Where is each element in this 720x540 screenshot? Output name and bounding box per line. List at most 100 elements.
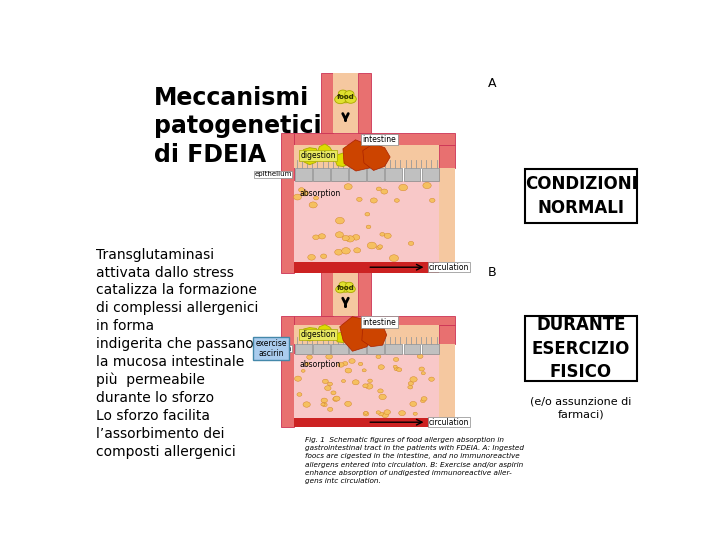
Circle shape <box>297 393 302 396</box>
Polygon shape <box>367 343 384 354</box>
Text: B: B <box>487 266 496 279</box>
Text: digestion: digestion <box>300 330 336 339</box>
Circle shape <box>366 383 373 389</box>
Text: intestine: intestine <box>363 135 397 144</box>
Circle shape <box>346 286 355 293</box>
Text: CONDIZIONI
NORMALI: CONDIZIONI NORMALI <box>525 175 637 217</box>
Polygon shape <box>363 144 390 171</box>
Polygon shape <box>333 73 359 133</box>
Circle shape <box>420 399 426 403</box>
Polygon shape <box>404 343 420 354</box>
Circle shape <box>395 199 400 202</box>
Circle shape <box>321 403 325 406</box>
Circle shape <box>335 95 346 104</box>
Polygon shape <box>294 133 454 145</box>
Circle shape <box>345 401 351 407</box>
Circle shape <box>336 218 344 224</box>
Circle shape <box>365 212 370 216</box>
Circle shape <box>379 394 386 400</box>
Circle shape <box>346 282 354 288</box>
Circle shape <box>399 410 405 416</box>
Text: Fig. 1  Schematic figures of food allergen absorption in
gastrointestinal tract : Fig. 1 Schematic figures of food allerge… <box>305 437 524 484</box>
Polygon shape <box>343 140 378 171</box>
Circle shape <box>318 234 325 239</box>
Circle shape <box>394 367 399 371</box>
Text: epithelium: epithelium <box>254 346 292 352</box>
Polygon shape <box>294 354 439 418</box>
Circle shape <box>331 391 336 395</box>
Circle shape <box>384 233 391 238</box>
Circle shape <box>366 225 371 228</box>
Circle shape <box>336 286 345 293</box>
Polygon shape <box>294 181 439 262</box>
Polygon shape <box>294 326 439 343</box>
Text: DURANTE
ESERCIZIO
FISICO: DURANTE ESERCIZIO FISICO <box>532 316 630 381</box>
Polygon shape <box>318 144 333 159</box>
Circle shape <box>325 354 333 359</box>
Circle shape <box>354 248 361 253</box>
Text: absorption: absorption <box>300 189 341 198</box>
Circle shape <box>345 91 354 98</box>
Circle shape <box>423 183 431 188</box>
Circle shape <box>419 367 424 371</box>
Circle shape <box>381 189 387 194</box>
Circle shape <box>379 412 384 416</box>
Circle shape <box>333 397 338 401</box>
Text: (e/o assunzione di
farmaci): (e/o assunzione di farmaci) <box>531 397 631 419</box>
Circle shape <box>384 410 390 415</box>
Circle shape <box>312 235 319 240</box>
Circle shape <box>393 357 399 361</box>
Circle shape <box>336 232 343 238</box>
Circle shape <box>335 249 343 255</box>
Circle shape <box>338 362 344 367</box>
Circle shape <box>342 235 349 241</box>
Circle shape <box>325 386 331 390</box>
Polygon shape <box>294 343 312 354</box>
Polygon shape <box>349 168 366 181</box>
Polygon shape <box>340 316 374 351</box>
Circle shape <box>382 413 389 417</box>
Circle shape <box>338 90 348 97</box>
Circle shape <box>428 377 434 381</box>
Text: exercise
ascirin: exercise ascirin <box>256 339 287 359</box>
Circle shape <box>364 411 368 414</box>
Circle shape <box>301 369 305 372</box>
Polygon shape <box>385 343 402 354</box>
Text: circulation: circulation <box>429 418 469 427</box>
Circle shape <box>301 191 308 196</box>
Polygon shape <box>294 262 439 273</box>
Polygon shape <box>302 328 318 341</box>
FancyBboxPatch shape <box>526 168 637 223</box>
Circle shape <box>430 198 435 202</box>
Circle shape <box>328 382 333 386</box>
Polygon shape <box>282 133 294 273</box>
Text: food: food <box>337 94 354 100</box>
Text: food: food <box>337 285 354 291</box>
Circle shape <box>352 380 359 385</box>
Polygon shape <box>439 343 454 418</box>
Polygon shape <box>282 316 294 427</box>
Circle shape <box>345 368 351 373</box>
Circle shape <box>370 198 377 203</box>
Text: A: A <box>487 77 496 90</box>
Polygon shape <box>367 168 384 181</box>
Circle shape <box>303 402 310 407</box>
FancyBboxPatch shape <box>526 316 637 381</box>
Polygon shape <box>321 268 333 316</box>
Circle shape <box>376 355 381 359</box>
Polygon shape <box>294 168 312 181</box>
Circle shape <box>408 382 413 386</box>
Text: circulation: circulation <box>429 263 469 272</box>
Polygon shape <box>422 343 438 354</box>
Text: digestion: digestion <box>300 151 336 160</box>
Circle shape <box>393 365 397 368</box>
Circle shape <box>368 379 372 382</box>
Circle shape <box>343 362 348 366</box>
Polygon shape <box>321 73 333 133</box>
Circle shape <box>305 362 310 366</box>
Circle shape <box>418 354 423 359</box>
Circle shape <box>342 248 350 254</box>
Polygon shape <box>313 168 330 181</box>
Polygon shape <box>422 168 438 181</box>
Circle shape <box>376 411 381 414</box>
